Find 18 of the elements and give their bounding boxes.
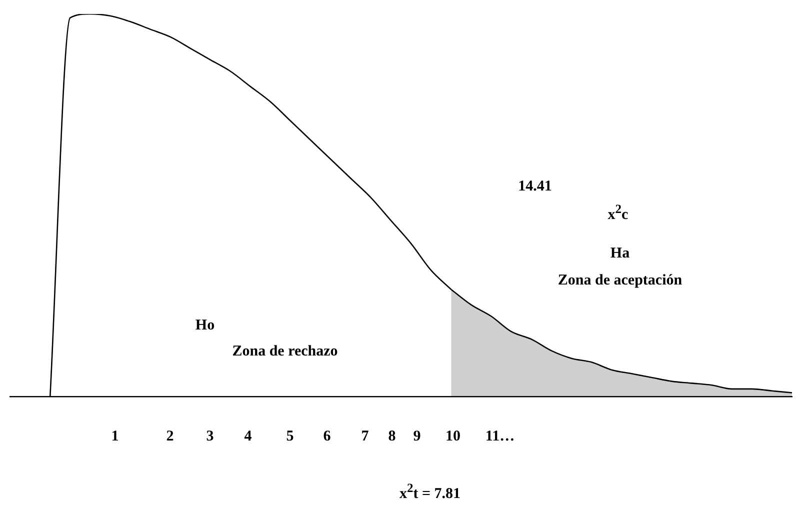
- text: 8: [388, 428, 396, 444]
- text: 4: [244, 428, 252, 444]
- annotation: x$^{2}$c: [608, 202, 628, 223]
- annotation: Ho: [195, 318, 215, 334]
- text: 9: [413, 428, 421, 444]
- text: 3: [206, 428, 214, 444]
- text: 11…: [485, 428, 515, 444]
- text: 10: [446, 428, 460, 444]
- text: 5: [286, 428, 294, 444]
- text: 1: [111, 428, 119, 444]
- text: x$^{2}$t = 7.81: [399, 481, 461, 502]
- annotation: Zona de rechazo: [232, 344, 338, 360]
- text: 7: [361, 428, 369, 444]
- text: 6: [323, 428, 331, 444]
- annotation: Ha: [610, 246, 630, 262]
- annotation: 14.41: [518, 178, 552, 194]
- annotation: Zona de aceptación: [558, 272, 682, 288]
- text: 2: [166, 428, 174, 444]
